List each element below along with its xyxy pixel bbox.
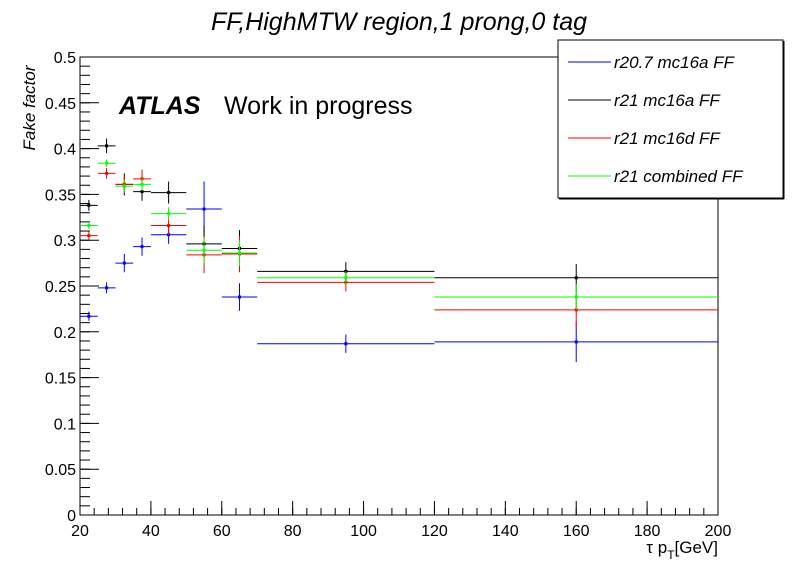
data-point: [87, 203, 91, 207]
x-tick-label: 140: [492, 523, 519, 540]
data-point: [574, 295, 578, 299]
x-axis-label-sub: T: [667, 548, 675, 562]
y-tick-label: 0.3: [54, 233, 76, 250]
legend-box: [557, 39, 784, 199]
atlas-label: ATLAS: [118, 92, 201, 120]
x-axis-label-unit: [GeV]: [675, 538, 718, 557]
y-tick-label: 0.35: [45, 187, 76, 204]
data-point: [87, 224, 91, 228]
y-tick-label: 0.4: [54, 142, 76, 159]
y-axis-label: Fake factor: [20, 64, 39, 150]
y-tick-label: 0.45: [45, 96, 76, 113]
legend-label: r21 combined FF: [614, 167, 744, 186]
legend-label: r20.7 mc16a FF: [614, 53, 736, 72]
y-tick-label: 0.2: [54, 325, 76, 342]
data-point: [122, 261, 126, 265]
axes: 20 40 60 80 100 120 140 160 180 200 0 0.05 0.1 0.15 0.…: [45, 50, 732, 540]
legend: r20.7 mc16a FF r21 mc16a FF r21 mc16d FF r2…: [557, 39, 785, 200]
data-point: [105, 286, 109, 290]
data-point: [87, 314, 91, 318]
data-point: [140, 190, 144, 194]
x-axis-label: τ pT[GeV]: [646, 538, 718, 562]
y-tick-label: 0.05: [45, 462, 76, 479]
data-point: [140, 245, 144, 249]
work-in-progress-label: Work in progress: [224, 92, 413, 120]
x-tick-label: 80: [284, 523, 302, 540]
data-point: [167, 224, 171, 228]
legend-label: r21 mc16a FF: [614, 91, 721, 110]
x-tick-label: 160: [563, 523, 590, 540]
data-point: [122, 184, 126, 188]
chart-title: FF,HighMTW region,1 prong,0 tag: [211, 8, 587, 36]
y-tick-label: 0.1: [54, 416, 76, 433]
data-point: [238, 295, 241, 299]
data-marks: [80, 138, 718, 363]
data-point: [344, 276, 348, 280]
data-point: [202, 207, 206, 211]
data-point: [167, 191, 171, 195]
data-point: [105, 171, 109, 175]
y-tick-label: 0: [67, 508, 76, 525]
data-point: [574, 276, 578, 280]
y-tick-label: 0.25: [45, 279, 76, 296]
data-point: [87, 234, 91, 238]
x-tick-label: 20: [71, 523, 89, 540]
x-tick-label: 200: [705, 523, 732, 540]
data-point: [238, 251, 241, 255]
data-point: [105, 161, 109, 165]
x-axis-label-prefix: τ p: [646, 538, 667, 557]
data-point: [202, 248, 206, 252]
data-point: [574, 340, 578, 344]
legend-label: r21 mc16d FF: [614, 129, 721, 148]
series-1: [80, 181, 718, 363]
x-tick-label: 180: [634, 523, 661, 540]
y-tick-label: 0.15: [45, 371, 76, 388]
y-tick-label: 0.5: [54, 50, 76, 67]
x-tick-label: 120: [421, 523, 448, 540]
x-tick-label: 40: [142, 523, 160, 540]
data-point: [344, 342, 348, 346]
data-point: [140, 182, 144, 186]
x-tick-label: 100: [350, 523, 377, 540]
data-point: [167, 212, 171, 216]
data-point: [105, 144, 109, 148]
series-4: [80, 159, 718, 310]
x-tick-label: 60: [213, 523, 231, 540]
